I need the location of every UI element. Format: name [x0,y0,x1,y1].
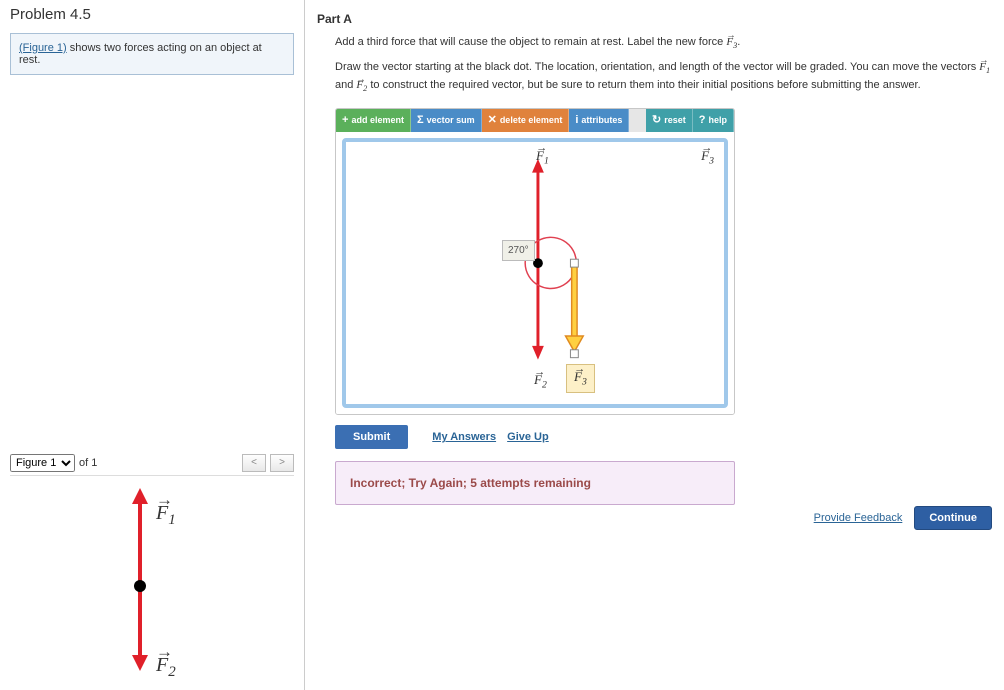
figure-prev-button[interactable]: < [242,454,266,472]
feedback-message: Incorrect; Try Again; 5 attempts remaini… [335,461,735,505]
provide-feedback-link[interactable]: Provide Feedback [814,512,903,524]
angle-readout: 270° [502,240,535,261]
reset-button[interactable]: ↻reset [646,109,693,133]
drawing-toolbar: +add element Σvector sum ✕delete element… [336,109,734,133]
f2-label: F2 [156,654,176,681]
canvas-f3-label[interactable]: F3 [566,364,595,393]
x-icon: ✕ [488,115,497,126]
figure-canvas: F1 F2 [10,475,294,690]
instruction-line-2: Draw the vector starting at the black do… [335,59,992,96]
submit-button[interactable]: Submit [335,425,408,449]
problem-title: Problem 4.5 [0,0,304,29]
help-button[interactable]: ?help [693,109,734,133]
canvas-f2-label: F2 [534,370,547,393]
part-a-heading: Part A [317,12,992,26]
figure-description: (Figure 1) shows two forces acting on an… [10,33,294,75]
help-icon: ? [699,115,706,126]
instruction-line-1: Add a third force that will cause the ob… [335,34,992,53]
f1-label: F1 [156,502,176,529]
legend-f3: F3 [701,146,714,169]
vector-canvas[interactable]: 270° F1 F2 F3 [342,138,728,408]
sigma-icon: Σ [417,115,424,126]
figure-select[interactable]: Figure 1 [10,454,75,472]
plus-icon: + [342,115,348,126]
continue-button[interactable]: Continue [914,506,992,530]
reset-icon: ↻ [652,115,661,126]
canvas-f1-label: F1 [536,146,549,169]
add-element-button[interactable]: +add element [336,109,411,133]
delete-element-button[interactable]: ✕delete element [482,109,570,133]
figure-nav: Figure 1 of 1 < > [0,450,304,476]
give-up-link[interactable]: Give Up [507,431,549,443]
figure-link[interactable]: (Figure 1) [19,42,67,54]
figure-of-text: of 1 [79,457,97,469]
info-icon: i [575,115,578,126]
drawing-panel: +add element Σvector sum ✕delete element… [335,108,735,416]
my-answers-link[interactable]: My Answers [432,431,496,443]
attributes-button[interactable]: iattributes [569,109,629,133]
vector-sum-button[interactable]: Σvector sum [411,109,482,133]
figure-next-button[interactable]: > [270,454,294,472]
